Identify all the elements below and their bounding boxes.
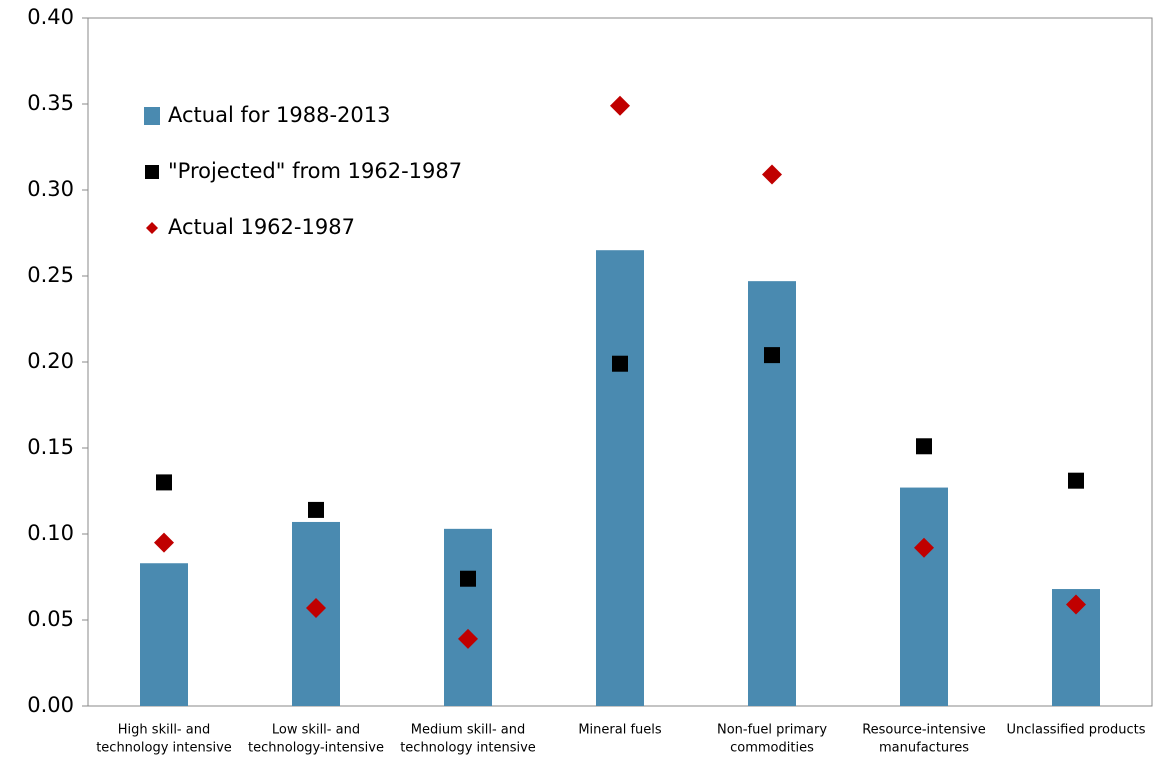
x-tick-label: Low skill- and: [272, 723, 360, 738]
square-marker: [612, 355, 628, 372]
x-tick-label: Resource-intensive: [862, 723, 986, 738]
x-tick-label: Mineral fuels: [578, 723, 662, 738]
y-tick-label: 0.05: [27, 607, 74, 631]
legend-swatch: [144, 107, 160, 125]
x-tick-label: High skill- and: [118, 723, 210, 738]
square-marker: [916, 438, 932, 455]
diamond-marker: [458, 628, 478, 649]
diamond-marker: [306, 597, 326, 618]
y-tick-label: 0.40: [27, 5, 74, 29]
square-marker: [764, 347, 780, 364]
diamond-marker: [610, 95, 630, 116]
y-tick-label: 0.25: [27, 263, 74, 287]
x-tick-label: commodities: [730, 741, 814, 756]
x-tick-label: manufactures: [879, 741, 969, 756]
bar: [444, 528, 492, 706]
diamond-marker: [762, 164, 782, 185]
legend-label: Actual for 1988-2013: [168, 103, 390, 127]
y-tick-label: 0.30: [27, 177, 74, 201]
diamond-marker: [154, 532, 174, 553]
y-tick-label: 0.15: [27, 435, 74, 459]
diamond-marker: [914, 537, 934, 558]
square-marker: [1068, 472, 1084, 489]
legend-label: "Projected" from 1962-1987: [168, 159, 462, 183]
diamond-marker: [1066, 594, 1086, 615]
x-tick-label: Unclassified products: [1007, 723, 1146, 738]
y-tick-label: 0.00: [27, 693, 74, 717]
legend-swatch: [145, 165, 159, 179]
bar: [596, 250, 644, 706]
y-tick-label: 0.10: [27, 521, 74, 545]
bar: [900, 487, 948, 706]
x-tick-label: Non-fuel primary: [717, 723, 827, 738]
square-marker: [156, 474, 172, 491]
bar: [748, 281, 796, 706]
x-tick-label: Medium skill- and: [411, 723, 526, 738]
square-marker: [308, 501, 324, 518]
y-tick-label: 0.35: [27, 91, 74, 115]
legend-label: Actual 1962-1987: [168, 215, 355, 239]
x-tick-label: technology intensive: [96, 741, 232, 756]
x-tick-label: technology-intensive: [248, 741, 384, 756]
square-marker: [460, 570, 476, 587]
bar: [140, 563, 188, 706]
legend-swatch: [146, 222, 158, 234]
y-tick-label: 0.20: [27, 349, 74, 373]
x-tick-label: technology intensive: [400, 741, 536, 756]
